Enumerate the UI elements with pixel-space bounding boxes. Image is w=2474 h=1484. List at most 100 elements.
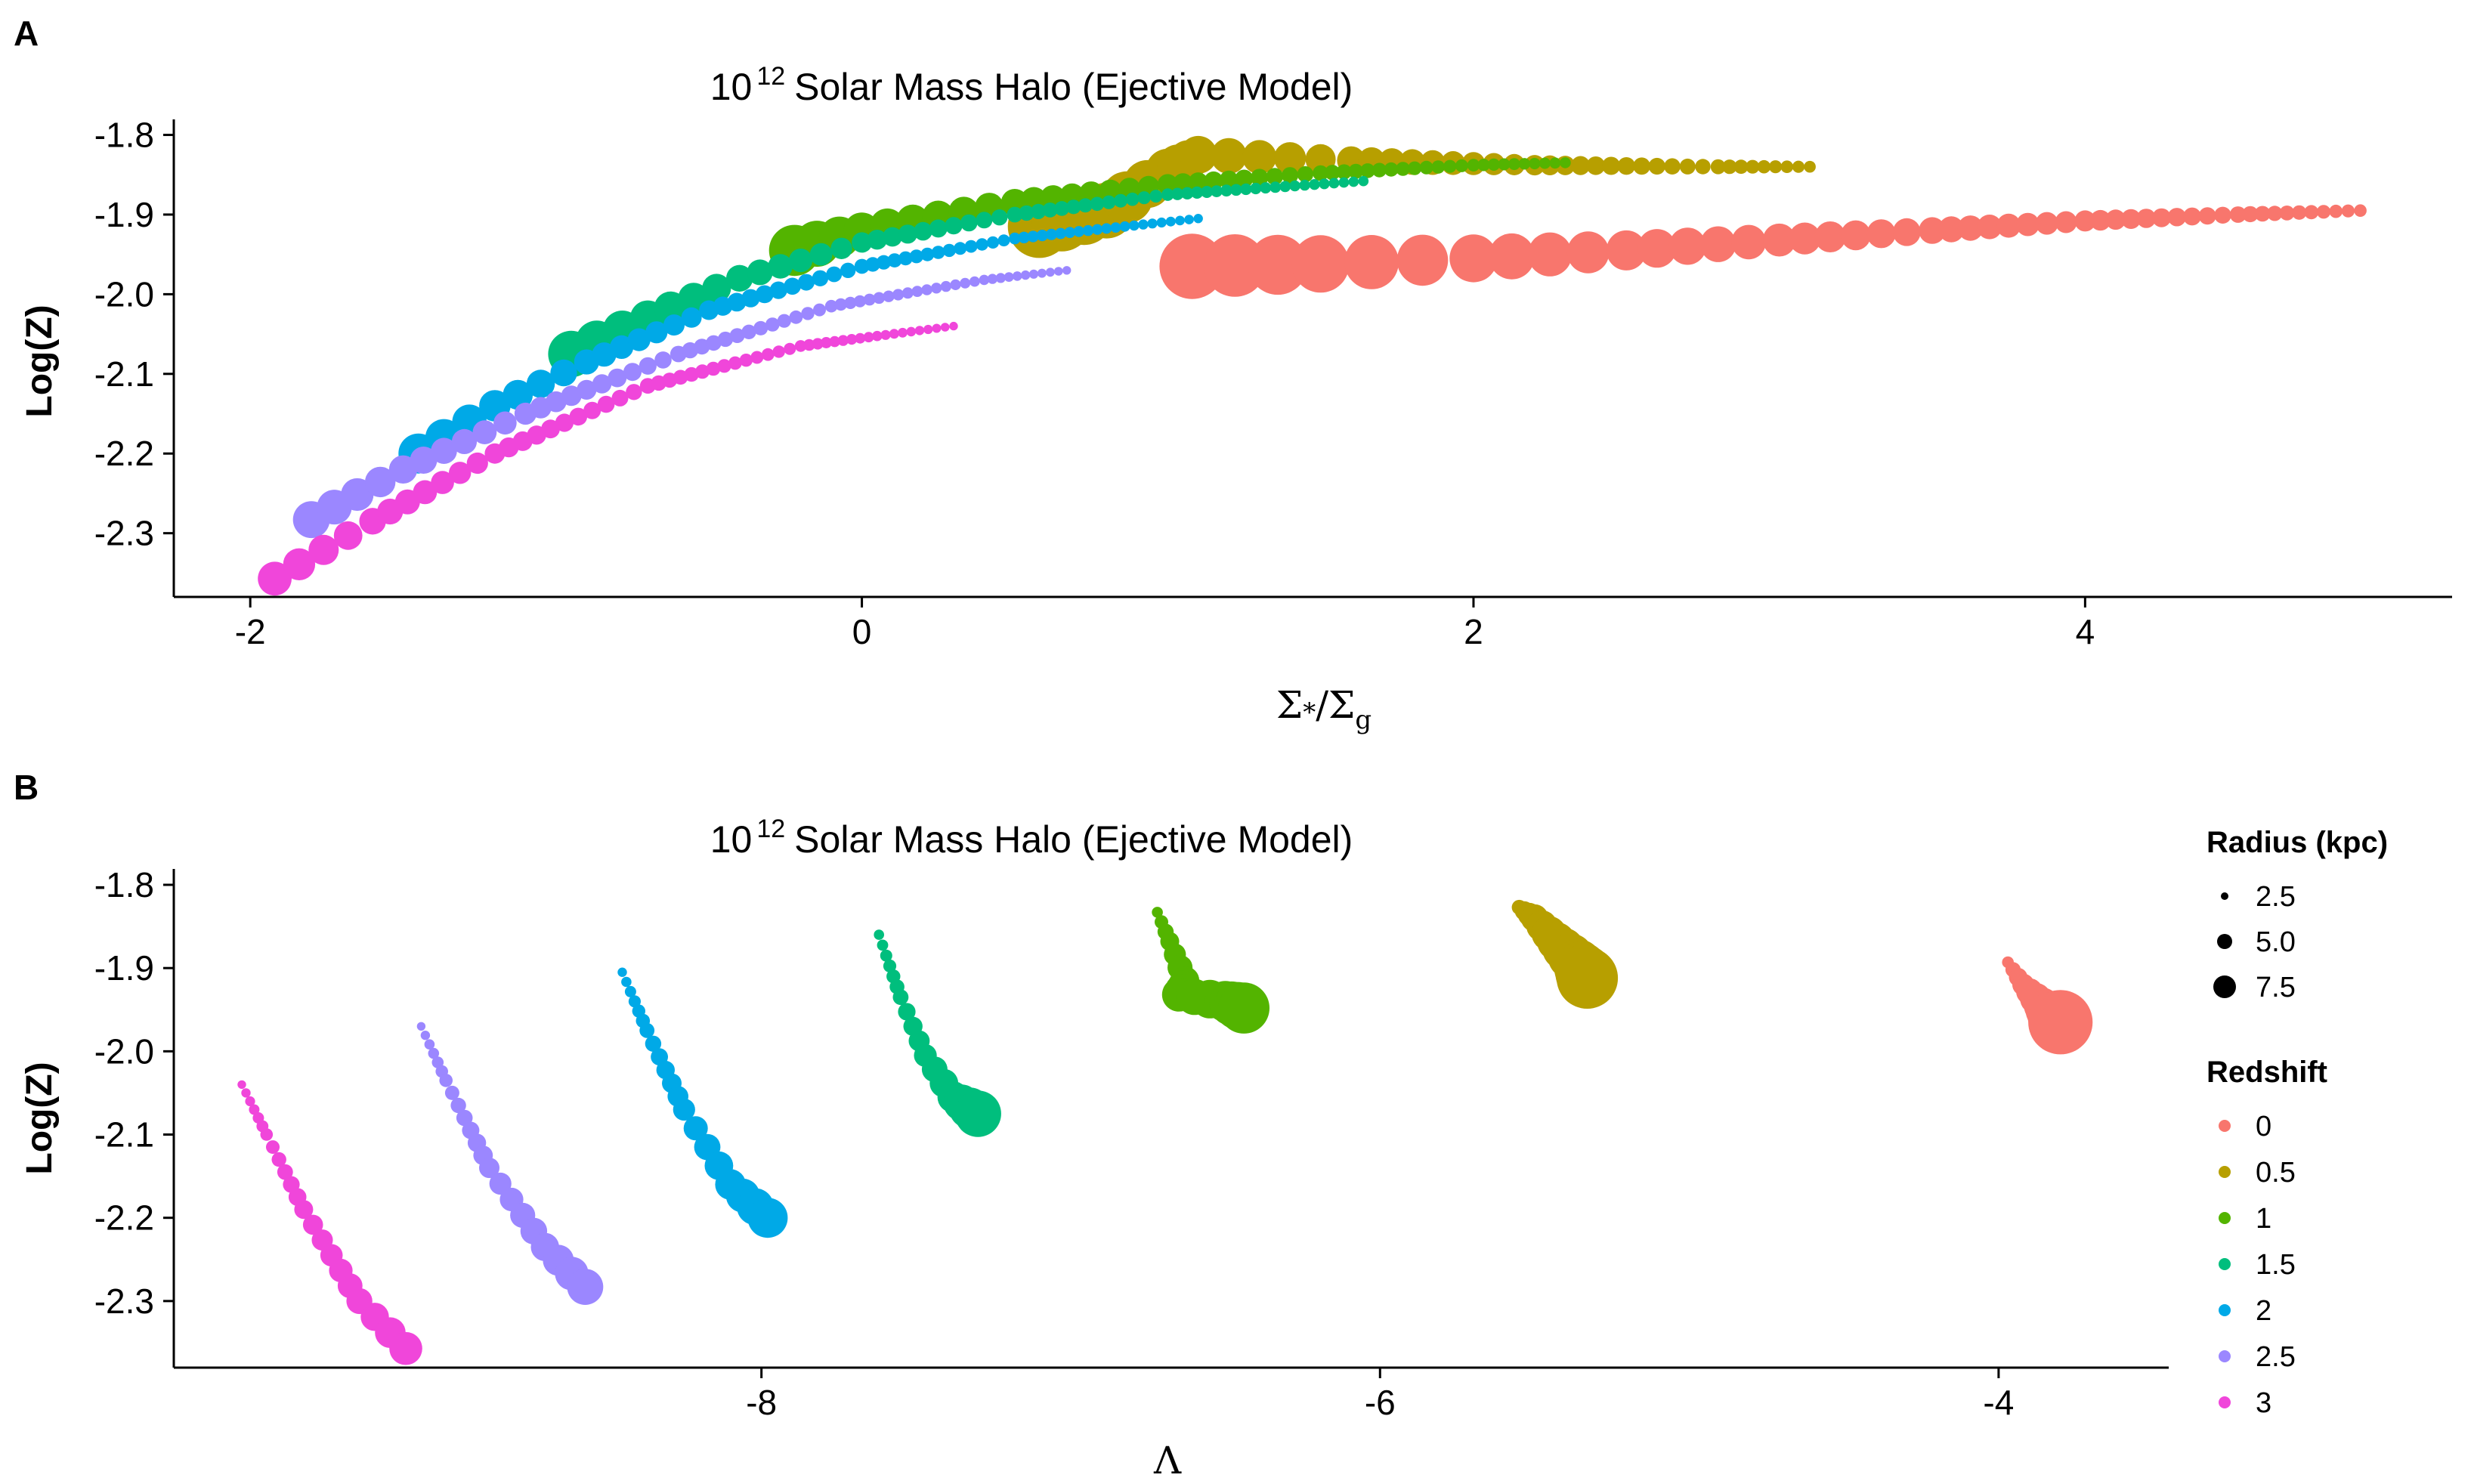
panel-a-point [1664, 158, 1681, 175]
panel-a-point [830, 237, 852, 259]
panel-b-plot [237, 899, 2093, 1365]
panel-a-point [784, 277, 801, 295]
panel-a-point [449, 462, 472, 484]
panel-b-point [954, 1090, 1001, 1137]
panel-a-point [1251, 168, 1269, 187]
panel-a-point [1892, 218, 1921, 246]
panel-a: A 10 12 Solar Mass Halo (Ejective Model) -… [14, 14, 2452, 735]
panel-a-point [1125, 192, 1140, 206]
panel-a-point [940, 323, 950, 332]
panel-a-point [1149, 190, 1163, 203]
panel-a-point [920, 247, 935, 261]
panel-a-point [1181, 187, 1194, 199]
panel-a-series-6 [258, 321, 958, 596]
panel-a-point [2354, 204, 2367, 218]
panel-a-point [898, 327, 908, 338]
panel-a-point [2016, 212, 2040, 237]
panel-a-point [2035, 212, 2058, 235]
panel-a-point [2074, 210, 2096, 232]
panel-b-y-tick-label: -2.0 [94, 1031, 154, 1071]
panel-a-point [333, 521, 363, 550]
panel-a-point [283, 548, 316, 580]
panel-b-series-3 [874, 929, 1001, 1137]
panel-a-point [784, 342, 796, 355]
panel-a-point [1571, 156, 1591, 175]
panel-b-series-4 [617, 967, 788, 1238]
panel-a-point [880, 329, 891, 340]
panel-a-point [1498, 158, 1511, 171]
legend-size-entries: 2.5 5.0 7.5 [2213, 881, 2296, 1003]
panel-a-point [954, 242, 967, 255]
panel-a-point [898, 251, 913, 266]
panel-a-point [906, 326, 917, 337]
panel-b-point [249, 1104, 260, 1115]
panel-a-point [1360, 163, 1375, 178]
panel-a-point [1027, 230, 1039, 243]
panel-a-point [1282, 167, 1299, 184]
panel-b-point [567, 1269, 604, 1305]
panel-a-point [654, 351, 672, 369]
panel-a-point [577, 379, 597, 400]
panel-a-point [431, 437, 457, 464]
panel-a-point [684, 366, 699, 382]
panel-b-point [266, 1140, 280, 1155]
panel-a-point [1443, 159, 1457, 173]
panel-a-point [1235, 169, 1254, 188]
panel-a-point [854, 295, 866, 308]
panel-a-point [1219, 170, 1239, 190]
panel-a-y-tick-label: -1.9 [94, 195, 154, 234]
panel-a-point [1679, 158, 1696, 175]
panel-a-point [1508, 158, 1520, 171]
panel-a-point [2055, 211, 2077, 233]
panel-b-point [874, 929, 884, 940]
panel-b-series-6 [237, 1080, 422, 1365]
panel-a-point [472, 420, 497, 444]
panel-a-point [1082, 224, 1094, 237]
panel-a-point [769, 281, 787, 299]
panel-a-point [844, 296, 857, 309]
panel-a-point [1731, 224, 1766, 260]
panel-a-point [997, 234, 1010, 247]
panel-a-point [883, 290, 895, 302]
panel-b-point [624, 985, 636, 997]
panel-a-point [911, 286, 923, 297]
panel-a-point [755, 285, 774, 304]
panel-a-point [892, 289, 905, 301]
panel-a-point [949, 321, 958, 331]
panel-a-point [1396, 162, 1410, 176]
panel-b-x-tick-label: -6 [1365, 1383, 1396, 1422]
panel-b-point [277, 1164, 293, 1180]
panel-a-point [1566, 231, 1610, 274]
panel-b-point [444, 1085, 459, 1100]
panel-a-point [1090, 196, 1105, 212]
panel-b-point [389, 1331, 422, 1365]
panel-a-point [2105, 209, 2126, 230]
panel-a-point [964, 240, 978, 253]
panel-a-point [1746, 159, 1760, 174]
panel-a-point [1018, 231, 1030, 243]
panel-a-point [1487, 158, 1500, 171]
panel-a-point [1101, 223, 1112, 234]
panel-b-y-tick-label: -2.1 [94, 1115, 154, 1155]
panel-a-point [1279, 181, 1291, 193]
panel-a-point [1211, 138, 1247, 175]
panel-a-point [365, 466, 396, 498]
panel-a-y-tick-label: -2.1 [94, 354, 154, 394]
panel-b-series-5 [416, 1022, 604, 1305]
panel-a-point [2167, 208, 2186, 227]
panel-a-point [929, 219, 948, 238]
panel-a-point [1248, 234, 1308, 295]
panel-a-point [1266, 168, 1284, 185]
panel-a-point [829, 335, 840, 348]
panel-a-point [1348, 163, 1364, 179]
panel-b-y-tick-label: -2.2 [94, 1198, 154, 1238]
panel-a-point [789, 249, 813, 273]
panel-a-point [611, 389, 629, 407]
panel-a-point [883, 227, 902, 247]
panel-a-point [410, 447, 438, 474]
panel-a-point [867, 230, 888, 250]
panel-a-point [1007, 206, 1023, 223]
panel-a-point [2198, 207, 2216, 225]
panel-b-y-tick-label: -1.9 [94, 948, 154, 988]
panel-a-point [1092, 224, 1103, 235]
